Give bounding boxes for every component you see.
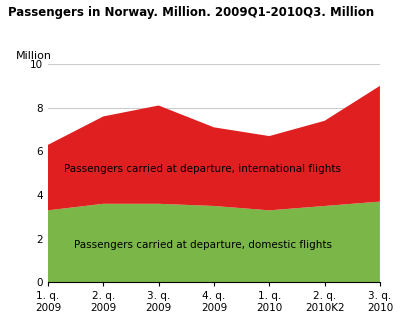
Text: Passengers carried at departure, international flights: Passengers carried at departure, interna… xyxy=(64,164,342,174)
Text: Passengers carried at departure, domestic flights: Passengers carried at departure, domesti… xyxy=(74,240,332,250)
Text: Passengers in Norway. Million. 2009Q1-2010Q3. Million: Passengers in Norway. Million. 2009Q1-20… xyxy=(8,6,374,20)
Text: Million: Million xyxy=(16,51,52,61)
